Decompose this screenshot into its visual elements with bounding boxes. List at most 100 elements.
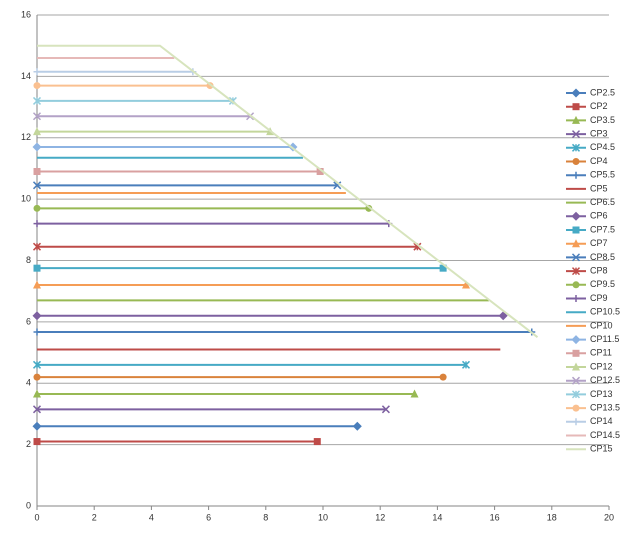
legend-label: CP10 [590,320,613,330]
x-tick-label: 16 [490,512,500,522]
legend-label: CP11 [590,348,612,358]
marker [462,280,470,289]
legend-label: CP3 [590,128,608,138]
legend-label: CP5 [590,183,608,193]
y-tick-label: 12 [21,132,31,142]
marker [333,181,342,190]
legend-label: CP3.5 [590,115,615,125]
y-tick-label: 6 [26,316,31,326]
y-tick-label: 2 [26,439,31,449]
marker [572,362,580,371]
marker [571,88,581,98]
marker [461,360,471,369]
x-tick-label: 4 [149,512,154,522]
marker [32,112,42,121]
legend-label: CP9.5 [590,279,615,289]
legend-label: CP15 [590,444,613,454]
marker [32,405,42,414]
legend-label: CP12 [590,361,613,371]
marker [572,281,580,289]
y-tick-label: 8 [26,255,31,265]
marker [572,226,580,234]
marker [352,421,362,431]
marker [33,68,41,76]
legend-label: CP8 [590,265,608,275]
marker [33,264,41,272]
marker [316,168,324,176]
x-tick-label: 10 [318,512,328,522]
marker [572,239,580,248]
marker [571,130,581,139]
marker [572,103,580,111]
marker [33,82,41,90]
marker [313,438,321,446]
x-tick-label: 8 [263,512,268,522]
marker [572,349,580,357]
marker [439,373,447,381]
x-tick-label: 0 [34,512,39,522]
marker [32,421,42,431]
marker [381,405,390,414]
legend-label: CP14 [590,416,613,426]
series-line [37,44,539,339]
marker [32,96,42,105]
marker [32,311,42,321]
legend-label: CP7.5 [590,224,615,234]
marker [33,220,41,228]
x-tick-label: 6 [206,512,211,522]
x-tick-label: 12 [375,512,385,522]
legend-label: CP6.5 [590,197,615,207]
legend-label: CP11.5 [590,334,619,344]
y-tick-label: 4 [26,378,31,388]
x-tick-label: 2 [92,512,97,522]
marker [571,267,581,276]
marker [572,418,580,426]
marker [572,115,580,124]
marker [572,171,580,179]
y-tick-label: 10 [21,194,31,204]
y-tick-label: 0 [26,500,31,510]
legend-label: CP4 [590,156,608,166]
legend-label: CP12.5 [590,375,620,385]
marker [33,328,41,336]
legend-label: CP10.5 [590,307,620,317]
legend-label: CP4.5 [590,142,615,152]
marker [571,253,581,262]
legend-label: CP13.5 [590,402,620,412]
marker [571,211,581,221]
marker [439,264,447,272]
y-tick-label: 14 [21,71,31,81]
marker [572,404,580,412]
legend-label: CP6 [590,211,608,221]
marker [33,204,41,212]
marker [32,142,42,152]
marker [32,242,42,251]
marker [572,295,580,302]
y-tick-label: 16 [21,9,31,19]
legend-label: CP14.5 [590,430,620,440]
marker [571,143,581,152]
marker [33,127,41,136]
marker [33,389,41,398]
x-tick-label: 18 [547,512,557,522]
legend-label: CP9 [590,293,608,303]
marker [571,376,581,385]
marker [33,280,41,289]
x-tick-label: 20 [604,512,614,522]
marker [33,168,41,176]
marker [572,158,580,165]
legend-label: CP2.5 [590,87,615,97]
marker [571,390,581,399]
x-tick-label: 14 [432,512,442,522]
marker [571,335,581,345]
marker [33,373,41,381]
legend-label: CP13 [590,389,613,399]
legend-label: CP7 [590,238,608,248]
marker [32,360,42,369]
legend-label: CP5.5 [590,170,615,180]
marker [410,389,419,398]
legend-label: CP8.5 [590,252,615,262]
marker [33,438,41,446]
legend-label: CP2 [590,101,608,111]
